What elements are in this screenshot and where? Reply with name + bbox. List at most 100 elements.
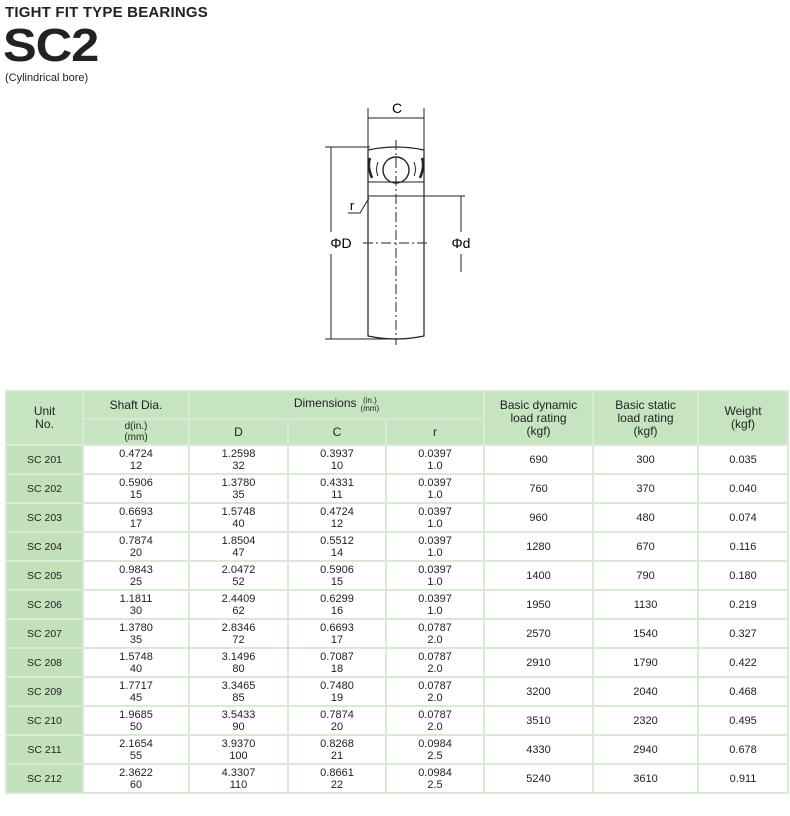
width-cell: 0.4331 11	[287, 473, 387, 504]
static-load-cell: 2040	[592, 676, 700, 707]
category-heading: TIGHT FIT TYPE BEARINGS	[5, 4, 208, 21]
fillet-cell: 0.0787 2.0	[384, 647, 486, 678]
dimensions-label: Dimensions	[293, 396, 357, 410]
fillet-cell: 0.0397 1.0	[384, 560, 486, 591]
dynamic-load-cell: 1950	[483, 589, 595, 620]
shaft-dia-cell: 1.3780 35	[82, 618, 190, 649]
width-cell: 0.3937 10	[287, 444, 387, 475]
dynamic-load-cell: 690	[483, 444, 595, 475]
fillet-cell: 0.0397 1.0	[384, 531, 486, 562]
static-load-cell: 790	[592, 560, 700, 591]
fillet-cell: 0.0984 2.5	[384, 734, 486, 765]
table-row: SC 206 1.1811 30 2.4409 62 0.6299 16 0.0397 1.0 1…	[5, 589, 790, 620]
outer-dia-cell: 3.1496 80	[188, 647, 289, 678]
width-cell: 0.7480 19	[287, 676, 387, 707]
unit-no-cell: SC 201	[5, 444, 84, 475]
width-cell: 0.7087 18	[287, 647, 387, 678]
dynamic-load-cell: 2910	[483, 647, 595, 678]
bearing-body	[367, 146, 425, 340]
dynamic-load-cell: 2570	[483, 618, 595, 649]
weight-cell: 0.116	[697, 531, 790, 562]
unit-no-cell: SC 208	[5, 647, 84, 678]
static-load-cell: 1790	[592, 647, 700, 678]
static-load-cell: 1130	[592, 589, 700, 620]
static-load-cell: 2940	[592, 734, 700, 765]
fillet-cell: 0.0787 2.0	[384, 676, 486, 707]
table-row: SC 201 0.4724 12 1.2598 32 0.3937 10 0.0397 1.0 6…	[5, 444, 790, 475]
weight-cell: 0.468	[697, 676, 790, 707]
outer-dia-cell: 3.5433 90	[188, 705, 289, 736]
fillet-cell: 0.0397 1.0	[384, 444, 486, 475]
dynamic-load-cell: 1400	[483, 560, 595, 591]
unit-no-cell: SC 209	[5, 676, 84, 707]
shaft-dia-cell: 0.5906 15	[82, 473, 190, 504]
width-cell: 0.5906 15	[287, 560, 387, 591]
static-load-cell: 480	[592, 502, 700, 533]
width-cell: 0.6299 16	[287, 589, 387, 620]
header-weight: Weight (kgf)	[697, 390, 790, 446]
header-unit: Unit No.	[5, 390, 84, 446]
dynamic-load-cell: 960	[483, 502, 595, 533]
shaft-dia-cell: 0.9843 25	[82, 560, 190, 591]
unit-no-cell: SC 203	[5, 502, 84, 533]
static-load-cell: 2320	[592, 705, 700, 736]
table-row: SC 205 0.9843 25 2.0472 52 0.5906 15 0.0397 1.0 1…	[5, 560, 790, 591]
shaft-dia-cell: 1.1811 30	[82, 589, 190, 620]
r-leader	[348, 197, 370, 214]
weight-cell: 0.495	[697, 705, 790, 736]
weight-cell: 0.911	[697, 763, 790, 794]
unit-no-cell: SC 202	[5, 473, 84, 504]
header-dimensions: Dimensions (in.) (mm)	[187, 390, 486, 420]
shaft-dia-cell: 0.7874 20	[82, 531, 190, 562]
outer-dia-cell: 4.3307 110	[188, 763, 289, 794]
unit-no-cell: SC 210	[5, 705, 84, 736]
retainer	[376, 161, 416, 177]
weight-cell: 0.035	[697, 444, 790, 475]
table-row: SC 207 1.3780 35 2.8346 72 0.6693 17 0.0787 2.0 2…	[5, 618, 790, 649]
shaft-dia-cell: 0.6693 17	[82, 502, 190, 533]
header-r: r	[384, 418, 486, 446]
outer-dia-cell: 1.8504 47	[188, 531, 289, 562]
static-load-cell: 3610	[592, 763, 700, 794]
spec-table: Unit No. Shaft Dia. Dimensions (in.) (mm) …	[5, 390, 790, 794]
unit-no-cell: SC 207	[5, 618, 84, 649]
dynamic-load-cell: 3200	[483, 676, 595, 707]
unit-no-cell: SC 205	[5, 560, 84, 591]
shaft-dia-cell: 0.4724 12	[82, 444, 190, 475]
label-r: r	[350, 198, 355, 213]
dynamic-load-cell: 4330	[483, 734, 595, 765]
outer-dia-cell: 2.8346 72	[188, 618, 289, 649]
shaft-dia-cell: 1.7717 45	[82, 676, 190, 707]
bearing-drawing: C ΦD Φd r	[325, 100, 471, 345]
weight-cell: 0.180	[697, 560, 790, 591]
dynamic-load-cell: 3510	[483, 705, 595, 736]
width-cell: 0.8661 22	[287, 763, 387, 794]
weight-cell: 0.678	[697, 734, 790, 765]
dynamic-load-cell: 1280	[483, 531, 595, 562]
outer-dia-cell: 2.0472 52	[188, 560, 289, 591]
outer-dia-cell: 3.3465 85	[188, 676, 289, 707]
weight-cell: 0.422	[697, 647, 790, 678]
table-row: SC 204 0.7874 20 1.8504 47 0.5512 14 0.0397 1.0 1…	[5, 531, 790, 562]
width-cell: 0.4724 12	[287, 502, 387, 533]
table-row: SC 203 0.6693 17 1.5748 40 0.4724 12 0.0397 1.0 9…	[5, 502, 790, 533]
dynamic-load-cell: 760	[483, 473, 595, 504]
header-D: D	[188, 418, 289, 446]
weight-cell: 0.219	[697, 589, 790, 620]
weight-cell: 0.327	[697, 618, 790, 649]
bore-subtitle: (Cylindrical bore)	[5, 72, 89, 84]
width-cell: 0.8268 21	[287, 734, 387, 765]
fillet-cell: 0.0397 1.0	[384, 589, 486, 620]
header-C: C	[287, 418, 387, 446]
outer-dia-cell: 3.9370 100	[188, 734, 289, 765]
header-dynamic: Basic dynamic load rating (kgf)	[483, 390, 595, 446]
fillet-cell: 0.0397 1.0	[384, 473, 486, 504]
fillet-cell: 0.0984 2.5	[384, 763, 486, 794]
static-load-cell: 300	[592, 444, 700, 475]
outer-dia-cell: 1.5748 40	[188, 502, 289, 533]
table-row: SC 210 1.9685 50 3.5433 90 0.7874 20 0.0787 2.0 3…	[5, 705, 790, 736]
label-bore-dia: Φd	[452, 235, 471, 251]
fillet-cell: 0.0397 1.0	[384, 502, 486, 533]
header-shaft: Shaft Dia.	[82, 390, 190, 420]
header-static: Basic static load rating (kgf)	[592, 390, 700, 446]
